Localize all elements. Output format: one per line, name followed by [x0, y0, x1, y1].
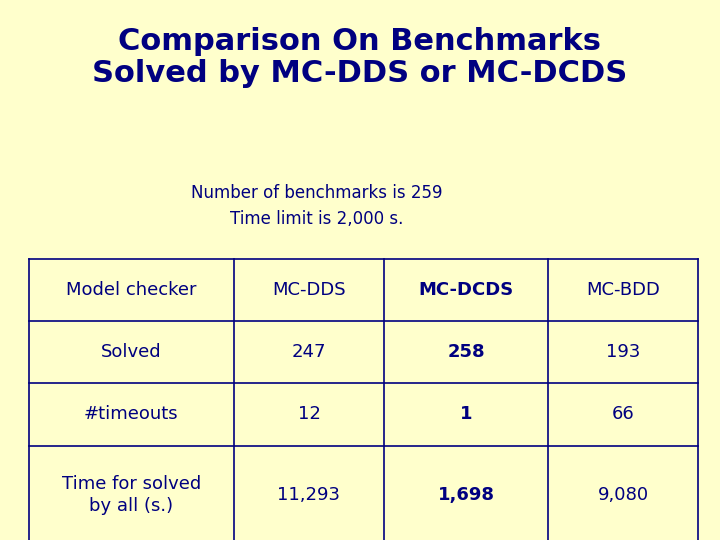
Text: 193: 193	[606, 343, 640, 361]
Text: 1: 1	[460, 406, 472, 423]
Text: 9,080: 9,080	[598, 486, 649, 504]
Text: Number of benchmarks is 259
Time limit is 2,000 s.: Number of benchmarks is 259 Time limit i…	[191, 184, 443, 228]
Text: 11,293: 11,293	[277, 486, 341, 504]
Text: MC-DDS: MC-DDS	[272, 281, 346, 299]
Text: 12: 12	[297, 406, 320, 423]
Text: Solved: Solved	[101, 343, 161, 361]
Text: 1,698: 1,698	[438, 486, 495, 504]
Text: #timeouts: #timeouts	[84, 406, 179, 423]
Text: 66: 66	[612, 406, 634, 423]
Text: Model checker: Model checker	[66, 281, 197, 299]
Text: 247: 247	[292, 343, 326, 361]
Text: MC-DCDS: MC-DCDS	[418, 281, 513, 299]
Text: MC-BDD: MC-BDD	[586, 281, 660, 299]
Text: 258: 258	[447, 343, 485, 361]
Text: Comparison On Benchmarks
Solved by MC-DDS or MC-DCDS: Comparison On Benchmarks Solved by MC-DD…	[92, 27, 628, 89]
Text: Time for solved
by all (s.): Time for solved by all (s.)	[62, 475, 201, 515]
